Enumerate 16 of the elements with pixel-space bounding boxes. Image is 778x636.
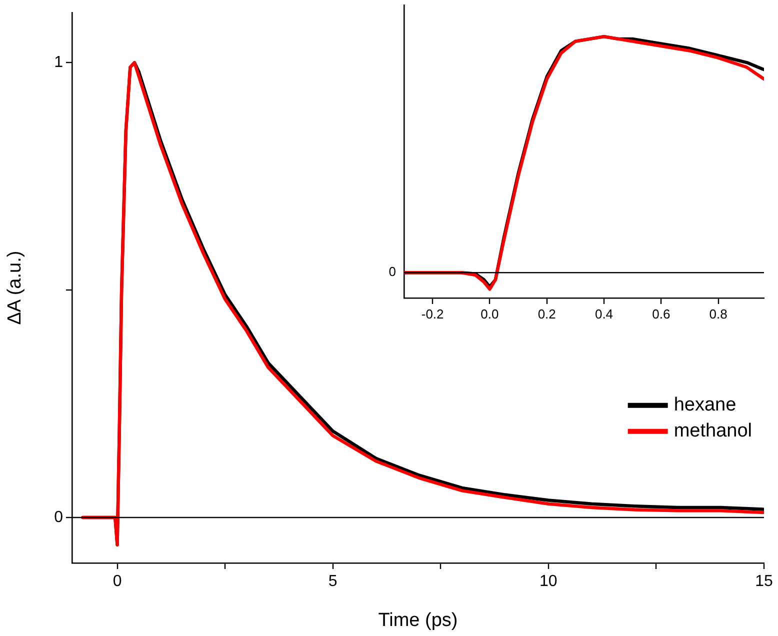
- ref-line-label: 0: [388, 264, 396, 280]
- x-tick-label: 10: [540, 573, 558, 590]
- legend-label: hexane: [674, 394, 736, 416]
- x-tick-label: 0.6: [652, 306, 670, 322]
- x-tick-label: 5: [328, 573, 338, 590]
- x-tick-label: -0.2: [421, 306, 444, 322]
- x-axis-title: Time (ps): [378, 610, 458, 631]
- x-tick-label: 15: [755, 573, 773, 590]
- x-tick-label: 0.0: [480, 306, 499, 322]
- x-tick-label: 0.2: [538, 306, 556, 322]
- x-tick-label: 0.8: [709, 306, 728, 322]
- x-tick-label: 0.4: [594, 306, 614, 322]
- x-tick-label: 0: [112, 573, 122, 590]
- y-axis-title: ΔA (a.u.): [4, 250, 26, 325]
- y-tick-label: 1: [54, 54, 64, 72]
- legend-label: methanol: [674, 420, 752, 442]
